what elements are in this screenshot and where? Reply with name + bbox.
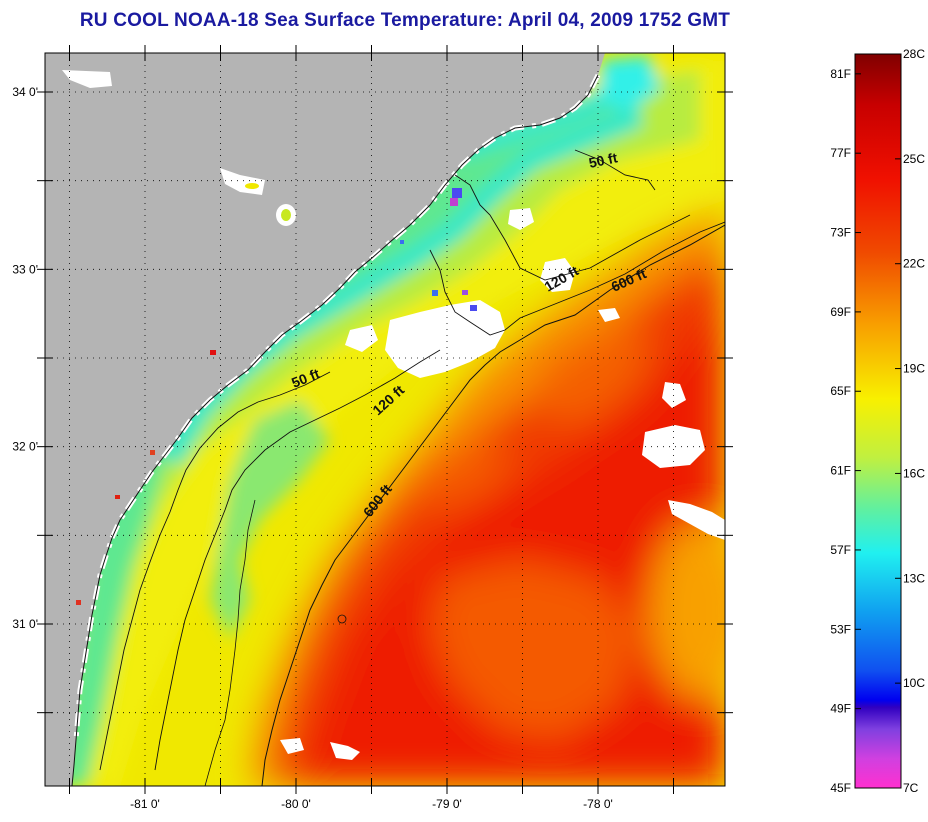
bathymetry-inner-line: [204, 499, 256, 786]
gulf-stream: [250, 210, 725, 786]
bathymetry-50ft-north: [454, 174, 691, 281]
land-cloud-patch: [62, 70, 112, 88]
colorbar-f-label: 65F: [830, 384, 851, 398]
ocean-clouds: [280, 208, 725, 760]
contour-closed-loop: [337, 614, 347, 624]
colorbar-ticks: 28C 25C 22C 19C 16C 13C 10C 7C 81F 77F 73F 69F 65F 61…: [830, 47, 925, 795]
colorbar-f-label: 73F: [830, 226, 851, 240]
map-frame: [44, 52, 726, 787]
colorbar-c-label: 16C: [903, 466, 925, 480]
colorbar-c-label: 13C: [903, 571, 925, 585]
bathymetry-50ft-north-tail: [574, 149, 656, 191]
coastline: [71, 74, 599, 786]
colorbar-c-label: 28C: [903, 47, 925, 61]
colorbar-area: 28C 25C 22C 19C 16C 13C 10C 7C 81F 77F 73F 69F 65F 61…: [800, 0, 928, 817]
colorbar-c-label: 19C: [903, 362, 925, 376]
land-warm-spot: [245, 183, 259, 189]
lat-label: 33 0': [12, 262, 38, 276]
colorbar-c-label: 7C: [903, 781, 919, 795]
bathymetry-120ft-north: [429, 221, 725, 336]
colorbar-f-label: 81F: [830, 67, 851, 81]
colorbar-f-label: 49F: [830, 702, 851, 716]
bathymetry-600ft: [261, 224, 725, 786]
colorbar-f-label: 45F: [830, 781, 851, 795]
lon-label: -79 0': [432, 797, 462, 811]
cloud-speckles: [76, 188, 477, 605]
colorbar-c-label: 25C: [903, 152, 925, 166]
colorbar-gradient: [854, 53, 902, 789]
lat-label: 31 0': [12, 617, 38, 631]
lat-label: 34 0': [12, 85, 38, 99]
sst-map-svg: 50 ft 120 ft 600 ft 50 ft 120 ft 600 ft …: [12, 45, 733, 811]
colorbar-f-label: 57F: [830, 543, 851, 557]
contour-label: 50 ft: [587, 149, 619, 171]
map-area: 50 ft 120 ft 600 ft 50 ft 120 ft 600 ft …: [12, 45, 733, 811]
colorbar-f-label: 53F: [830, 622, 851, 636]
tick-labels: 34 0' 33 0' 32 0' 31 0' -81 0' -80 0' -79 0' -7…: [12, 85, 612, 811]
lon-label: -78 0': [583, 797, 613, 811]
lon-label: -81 0': [130, 797, 160, 811]
colorbar-f-label: 69F: [830, 305, 851, 319]
lat-label: 32 0': [12, 440, 38, 454]
colorbar-f-label: 77F: [830, 146, 851, 160]
colorbar-c-label: 22C: [903, 257, 925, 271]
graticule: [37, 45, 733, 794]
map-title: RU COOL NOAA-18 Sea Surface Temperature:…: [79, 10, 731, 31]
land-mass: [45, 53, 605, 786]
colorbar-c-label: 10C: [903, 676, 925, 690]
lon-label: -80 0': [281, 797, 311, 811]
land-warm-spot: [281, 209, 291, 221]
colorbar-f-label: 61F: [830, 464, 851, 478]
bathymetry-120ft-south: [154, 349, 441, 771]
colorbar-svg: 28C 25C 22C 19C 16C 13C 10C 7C 81F 77F 73F 69F 65F 61…: [830, 47, 925, 795]
bathymetry-50ft-south: [99, 371, 331, 771]
